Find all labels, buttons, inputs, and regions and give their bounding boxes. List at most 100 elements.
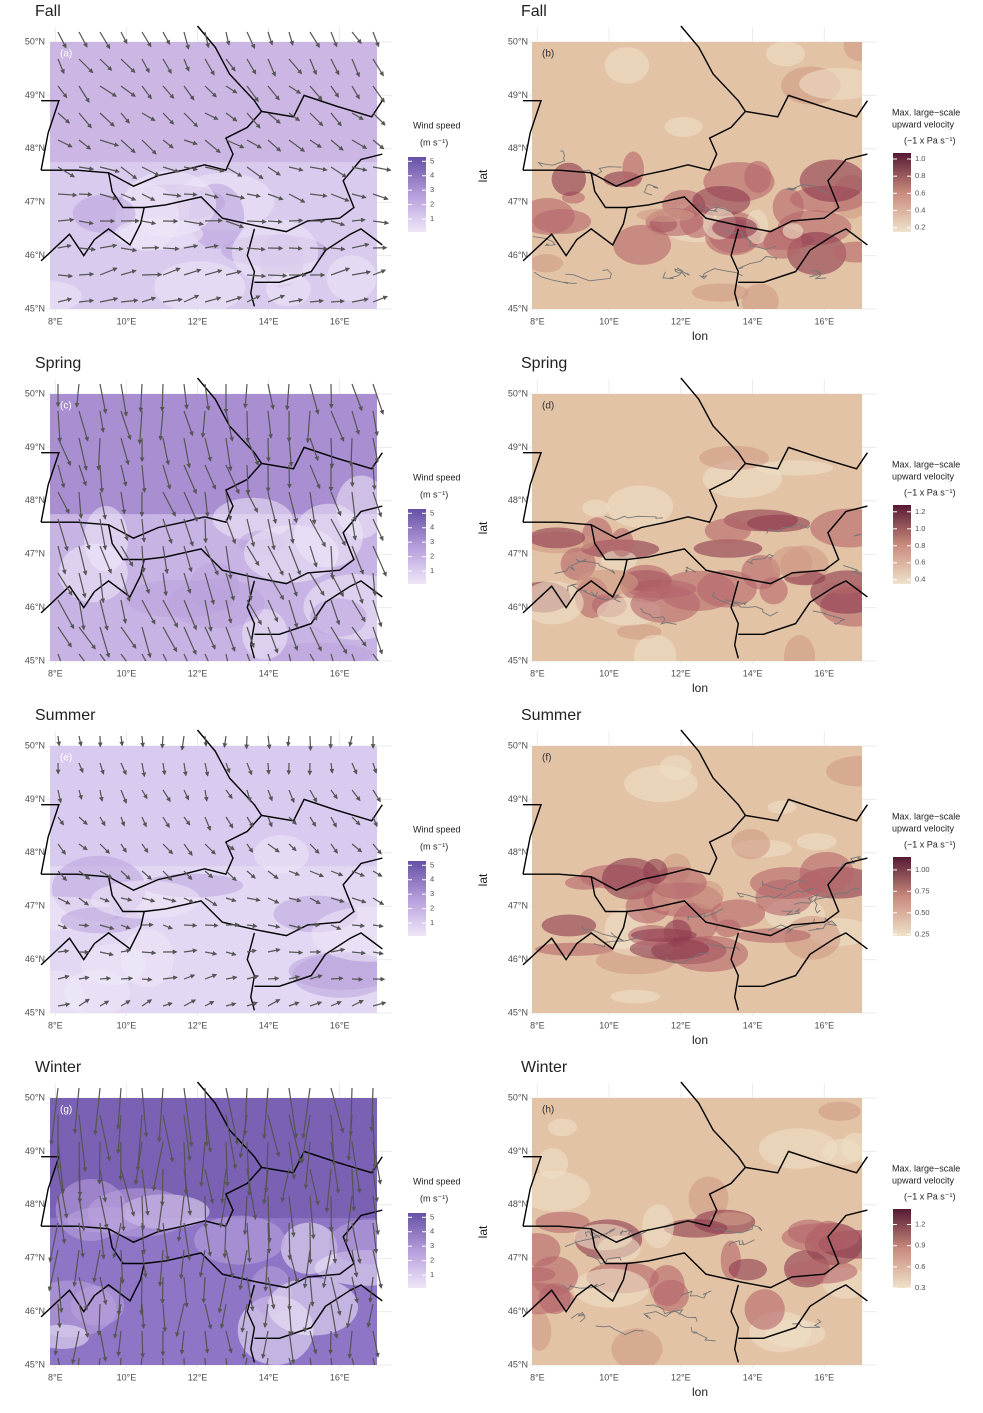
x-tick-label: 14°E — [259, 1372, 279, 1382]
y-axis-title: lat — [476, 169, 490, 182]
x-tick-label: 12°E — [188, 1020, 208, 1030]
y-axis-title: lat — [476, 1225, 490, 1238]
x-tick-label: 10°E — [117, 316, 137, 326]
x-tick-label: 12°E — [188, 668, 208, 678]
x-tick-label: 12°E — [188, 1372, 208, 1382]
wind-arrow — [352, 979, 362, 980]
x-tick-label: 14°E — [743, 1372, 763, 1382]
colorbar — [893, 1209, 911, 1288]
legend-title: Wind speed — [413, 120, 461, 130]
map-field — [18, 42, 377, 313]
y-tick-label: 50°N — [25, 36, 45, 46]
field-blob — [729, 1259, 767, 1281]
legend-tick-label: 1 — [430, 214, 434, 223]
x-tick-label: 16°E — [330, 668, 350, 678]
wind-arrow — [79, 925, 88, 926]
legend-tick-label: 0.50 — [915, 908, 930, 917]
field-blob — [826, 756, 892, 786]
y-tick-label: 48°N — [25, 495, 45, 505]
wind-arrow — [289, 952, 302, 953]
x-tick-label: 8°E — [48, 1020, 63, 1030]
y-tick-label: 46°N — [25, 250, 45, 260]
x-tick-label: 8°E — [530, 1020, 545, 1030]
field-blob — [114, 218, 203, 250]
field-blob — [329, 1220, 409, 1265]
map-field — [516, 394, 893, 678]
map-field — [24, 1098, 419, 1365]
panel-label: (e) — [60, 753, 72, 764]
field-blob — [818, 1102, 860, 1121]
legend-title: Wind speed — [413, 472, 461, 482]
y-tick-label: 48°N — [508, 495, 528, 505]
y-axis-title: lat — [476, 521, 490, 534]
field-blob — [529, 527, 586, 548]
y-tick-label: 49°N — [25, 794, 45, 804]
y-tick-label: 49°N — [508, 442, 528, 452]
field-blob — [737, 928, 811, 943]
field-blob — [631, 928, 697, 941]
wind-arrow — [373, 654, 392, 680]
field-blob — [744, 161, 771, 193]
x-tick-label: 14°E — [743, 668, 763, 678]
field-blob — [91, 880, 201, 918]
field-blob — [168, 579, 264, 629]
x-tick-label: 14°E — [259, 1020, 279, 1030]
x-tick-label: 10°E — [117, 1372, 137, 1382]
y-tick-label: 45°N — [25, 655, 45, 665]
panel-label: (d) — [542, 401, 554, 412]
y-tick-label: 48°N — [25, 1199, 45, 1209]
legend-title: upward velocity — [892, 823, 955, 833]
panel-title: Spring — [35, 355, 81, 372]
panel-title: Winter — [521, 1059, 568, 1076]
wind-arrow — [350, 736, 352, 746]
field-blob — [634, 635, 677, 677]
legend-tick-label: 3 — [430, 537, 434, 546]
field-blob — [577, 569, 638, 595]
legend-tick-label: 5 — [430, 156, 434, 165]
y-tick-label: 45°N — [25, 1007, 45, 1017]
wind-arrow — [184, 1358, 185, 1379]
y-tick-label: 48°N — [25, 143, 45, 153]
legend-tick-label: 1.2 — [915, 507, 925, 516]
map-field — [497, 1098, 895, 1370]
legend-unit: (−1 x Pa s⁻¹) — [904, 839, 956, 849]
x-tick-label: 12°E — [188, 316, 208, 326]
map-field — [3, 746, 427, 1032]
y-tick-label: 50°N — [508, 740, 528, 750]
y-tick-label: 47°N — [25, 1253, 45, 1263]
map-band — [50, 42, 377, 162]
field-blob — [610, 990, 660, 1004]
field-blob — [597, 1236, 640, 1263]
x-axis-title: lon — [692, 681, 708, 695]
field-blob — [542, 915, 597, 937]
wind-arrow — [330, 1331, 331, 1354]
x-tick-label: 8°E — [530, 668, 545, 678]
legend-tick-label: 2 — [430, 552, 434, 561]
field-blob — [692, 283, 749, 301]
x-tick-label: 16°E — [330, 1372, 350, 1382]
panel-title: Winter — [35, 1059, 82, 1076]
legend-title: upward velocity — [892, 471, 955, 481]
wind-arrow — [205, 519, 206, 542]
legend-title: Max. large−scale — [892, 811, 960, 821]
y-tick-label: 50°N — [508, 388, 528, 398]
field-blob — [537, 1148, 568, 1179]
y-tick-label: 49°N — [25, 1146, 45, 1156]
field-blob — [643, 859, 667, 884]
wind-arrow — [142, 1331, 143, 1357]
field-blob — [649, 1265, 684, 1306]
wind-arrow — [247, 221, 266, 222]
colorbar — [408, 861, 426, 936]
legend-tick-label: 1 — [430, 1270, 434, 1279]
legend-tick-label: 0.25 — [915, 929, 930, 938]
legend-tick-label: 1.2 — [915, 1220, 925, 1229]
legend-tick-label: 2 — [430, 200, 434, 209]
y-tick-label: 45°N — [508, 655, 528, 665]
x-tick-label: 10°E — [599, 1020, 619, 1030]
legend-unit: (−1 x Pa s⁻¹) — [904, 135, 956, 145]
x-tick-label: 12°E — [671, 668, 691, 678]
map-band — [50, 746, 377, 866]
panel-title: Spring — [521, 355, 567, 372]
field-blob — [565, 876, 603, 890]
